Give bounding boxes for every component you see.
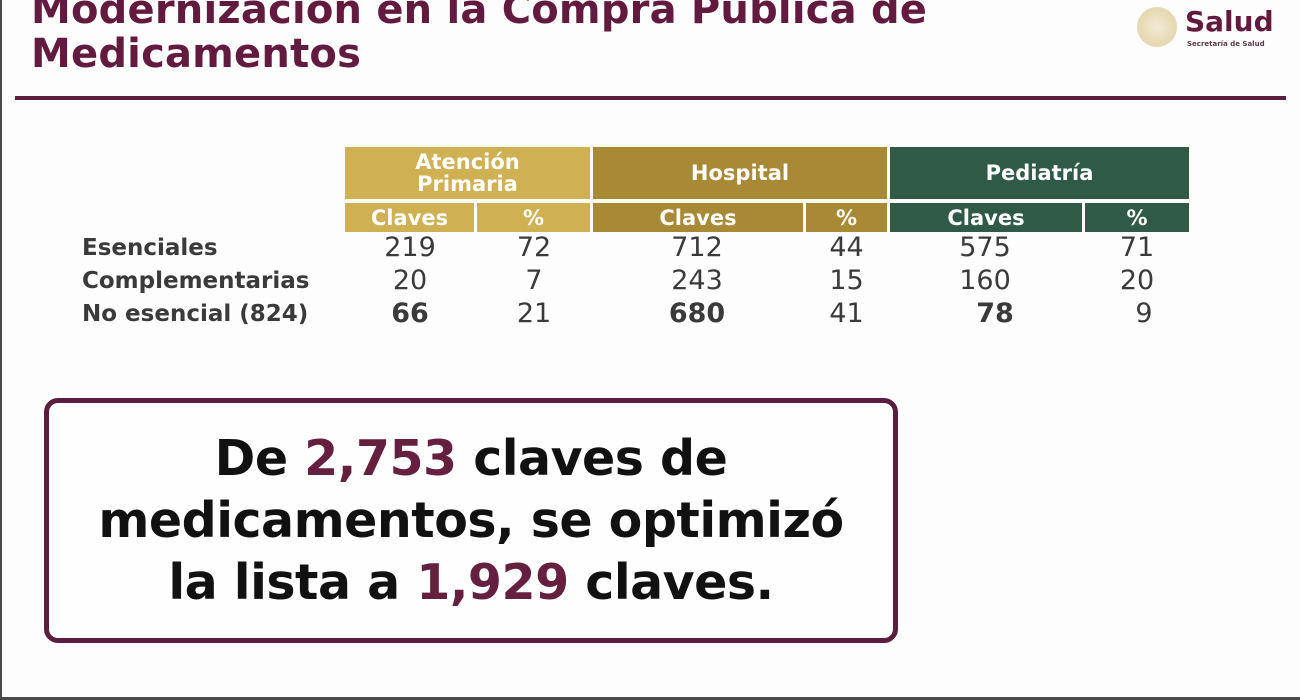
subheader-claves: Claves (593, 203, 803, 232)
logo-subtitle: Secretaría de Salud (1187, 40, 1265, 48)
table-cell: 20 (392, 265, 428, 296)
group-header-hospital: Hospital (593, 147, 887, 199)
table-cell: 44 (829, 232, 864, 263)
table-cell: 72 (516, 232, 552, 263)
group-header-pediatria: Pediatría (890, 147, 1189, 199)
coat-of-arms-seal-icon (1137, 7, 1177, 47)
table-cell: 160 (959, 265, 1011, 296)
row-label-complementarias: Complementarias (82, 268, 310, 294)
callout-text: De (214, 429, 305, 487)
table-cell-highlight: 78 (976, 298, 1014, 329)
callout-optimized-number: 1,929 (416, 553, 569, 611)
summary-callout: De 2,753 claves de medicamentos, se opti… (44, 398, 898, 643)
callout-line-3: la lista a 1,929 claves. (168, 552, 774, 614)
table-cell: 243 (671, 265, 723, 296)
title-line-2: Medicamentos (31, 31, 362, 77)
table-cell: 71 (1119, 232, 1155, 263)
row-label-esenciales: Esenciales (82, 235, 218, 261)
row-label-no-esencial: No esencial (824) (82, 301, 309, 327)
callout-text: claves. (568, 553, 774, 611)
salud-logo: Salud Secretaría de Salud (1135, 4, 1285, 54)
subheader-percent: % (1085, 203, 1189, 232)
frame-bottom-border (0, 697, 1300, 700)
table-cell-highlight: 680 (668, 298, 726, 329)
subheader-claves: Claves (345, 203, 474, 232)
table-cell: 41 (829, 298, 864, 329)
callout-text: la lista a (168, 553, 417, 611)
callout-text: claves de (456, 429, 728, 487)
subheader-percent: % (806, 203, 887, 232)
callout-line-2: medicamentos, se optimizó (98, 491, 844, 549)
table-cell: 7 (525, 265, 543, 296)
callout-line-1: De 2,753 claves de (215, 428, 728, 490)
subheader-claves: Claves (890, 203, 1082, 232)
frame-left-border (0, 0, 2, 700)
group-label-line-1: Atención (415, 150, 520, 174)
table-cell: 20 (1119, 265, 1155, 296)
group-label-line-2: Primaria (417, 172, 518, 196)
title-line-1: Modernización en la Compra Pública de (31, 0, 928, 33)
table-cell: 9 (1135, 298, 1153, 329)
title-divider (15, 96, 1286, 100)
table-cell: 575 (959, 232, 1011, 263)
table-cell: 15 (829, 265, 864, 296)
subheader-percent: % (477, 203, 590, 232)
table-cell: 712 (671, 232, 723, 263)
table-cell-highlight: 66 (391, 298, 429, 329)
table-cell: 219 (384, 232, 436, 263)
page-title: Modernización en la Compra Pública de Me… (31, 0, 1081, 76)
table-cell: 21 (516, 298, 552, 329)
callout-total-number: 2,753 (304, 429, 457, 487)
logo-name: Salud (1185, 5, 1274, 38)
group-header-atencion-primaria: Atención Primaria (345, 147, 590, 199)
